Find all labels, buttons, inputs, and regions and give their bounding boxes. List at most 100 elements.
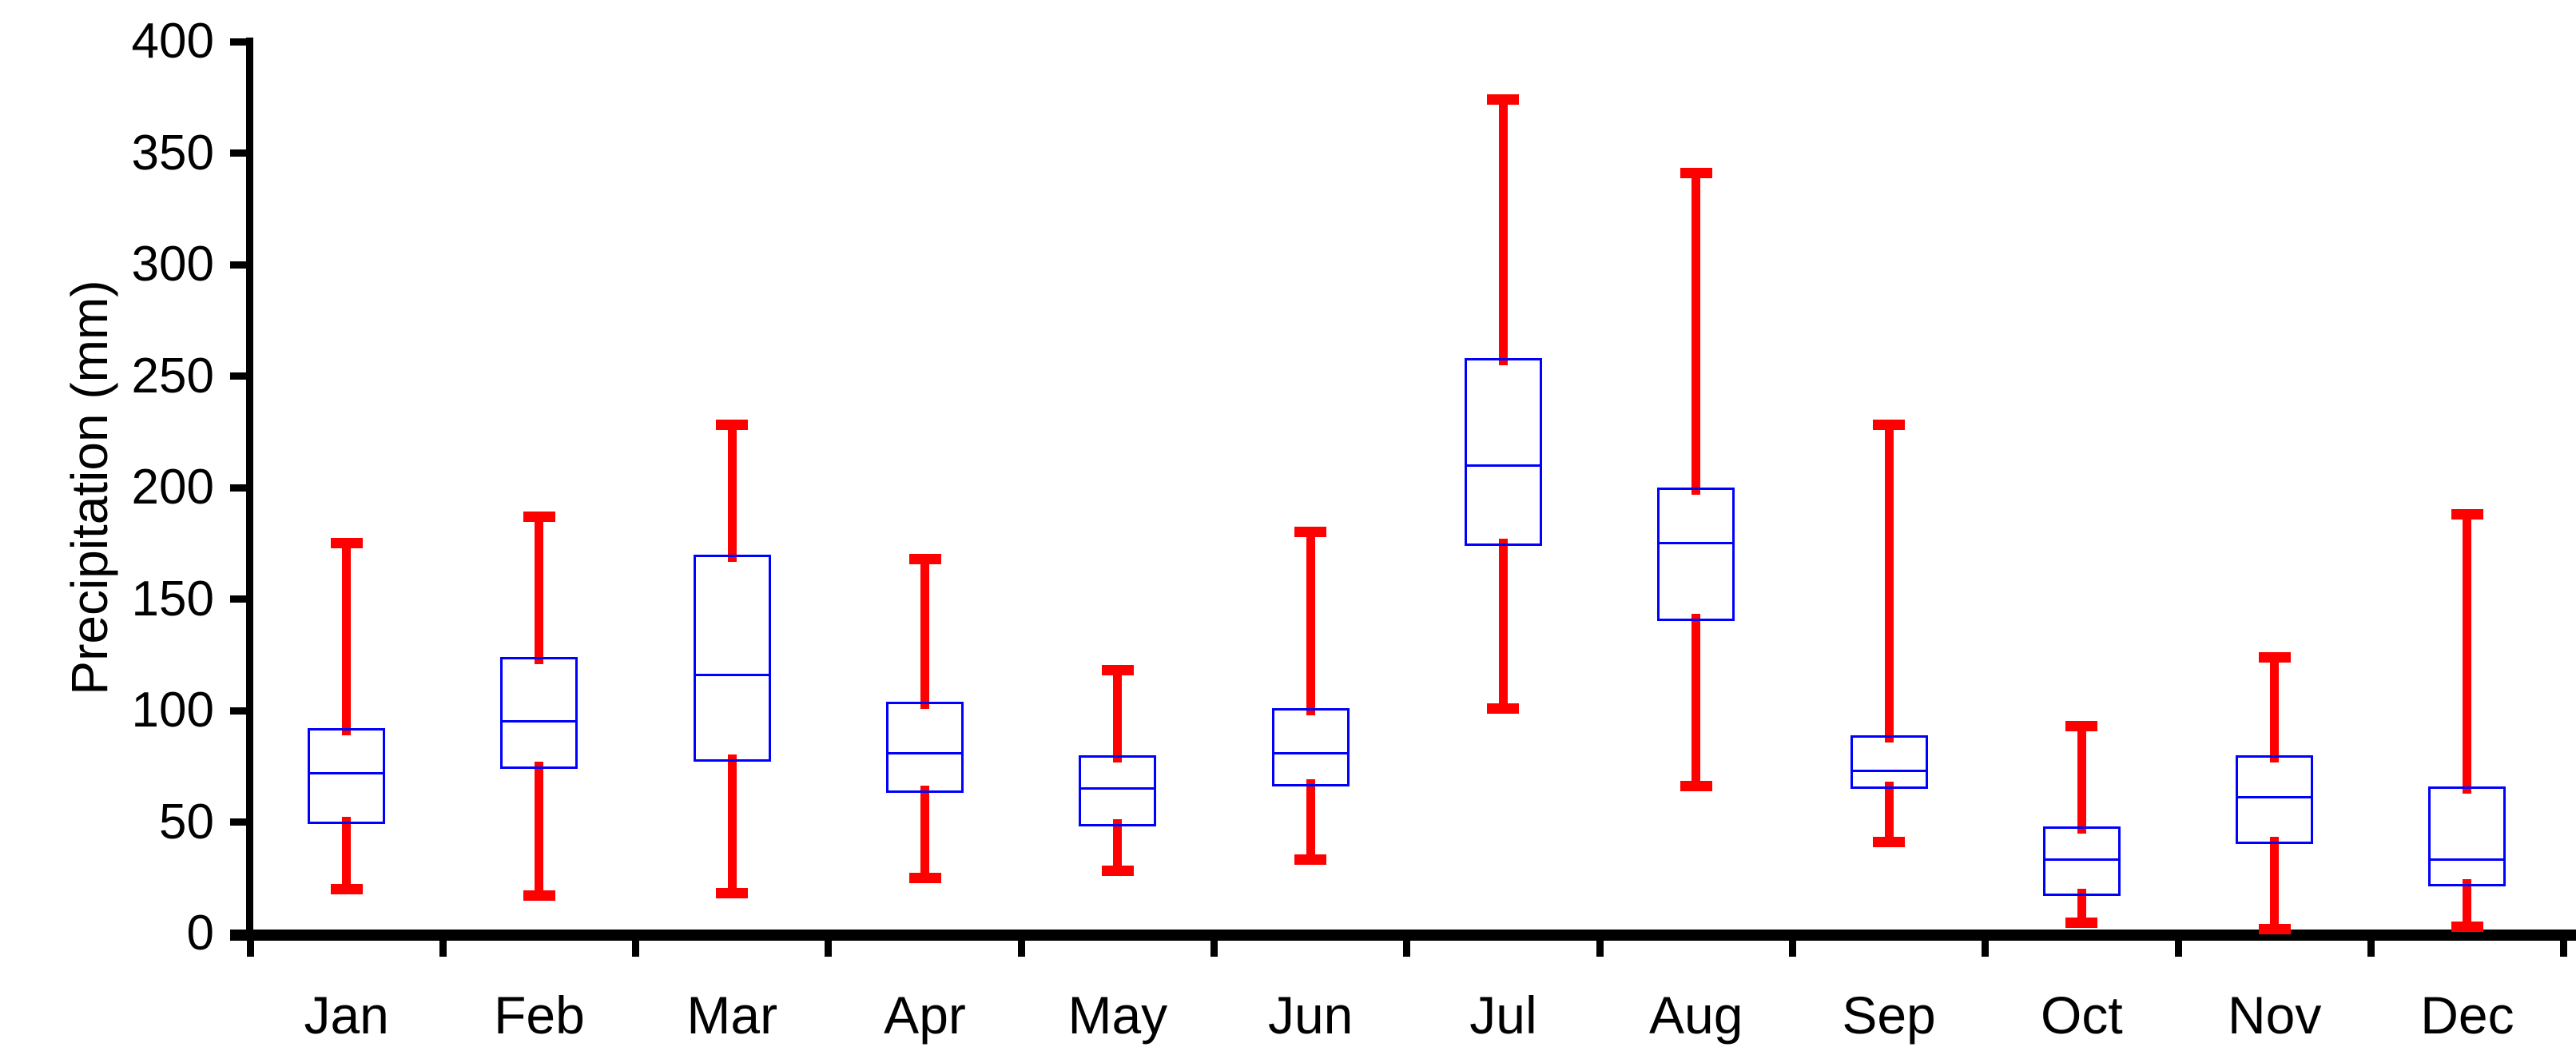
iqr-box: [886, 701, 964, 794]
y-tick: [230, 930, 250, 938]
whisker-top-line: [342, 543, 352, 736]
y-tick-label: 100: [131, 683, 214, 738]
month-label: Oct: [2040, 985, 2123, 1045]
median-line: [1852, 769, 1926, 772]
whisker-cap-top: [523, 511, 555, 522]
whisker-cap-top: [1873, 420, 1906, 431]
month-label: Sep: [1842, 985, 1936, 1045]
month-label: Feb: [494, 985, 585, 1045]
whisker-cap-bottom: [1873, 837, 1906, 848]
whisker-cap-top: [716, 420, 749, 431]
x-tick: [246, 935, 254, 957]
y-tick: [230, 484, 250, 492]
whisker-top-line: [1113, 670, 1123, 762]
whisker-cap-bottom: [2065, 917, 2098, 928]
month-label: Dec: [2420, 985, 2514, 1045]
y-tick-label: 50: [159, 794, 214, 850]
whisker-cap-bottom: [1487, 703, 1520, 714]
whisker-cap-bottom: [2258, 923, 2291, 934]
iqr-box: [693, 554, 771, 762]
whisker-top-line: [1691, 173, 1701, 495]
y-tick: [230, 372, 250, 380]
y-tick: [230, 818, 250, 826]
iqr-box: [1657, 488, 1735, 622]
x-tick: [1403, 935, 1411, 957]
y-tick: [230, 261, 250, 269]
median-line: [1660, 542, 1733, 545]
whisker-cap-bottom: [716, 888, 749, 899]
whisker-top-line: [727, 424, 737, 562]
x-axis-line: [230, 930, 2576, 941]
whisker-top-line: [1306, 531, 1315, 716]
whisker-top-line: [2270, 657, 2280, 762]
month-label: Jul: [1469, 985, 1537, 1045]
y-tick: [230, 149, 250, 157]
median-line: [1466, 464, 1540, 467]
whisker-bottom-line: [342, 817, 352, 890]
iqr-box: [2236, 754, 2314, 845]
y-tick-label: 300: [131, 237, 214, 292]
y-tick-label: 150: [131, 571, 214, 627]
x-tick: [1017, 935, 1025, 957]
x-tick: [2367, 935, 2375, 957]
whisker-bottom-line: [920, 786, 930, 878]
whisker-bottom-line: [727, 754, 737, 894]
x-tick: [1982, 935, 1990, 957]
iqr-box: [308, 728, 386, 825]
x-tick: [1596, 935, 1604, 957]
month-label: Apr: [884, 985, 966, 1045]
whisker-bottom-line: [2463, 879, 2472, 927]
whisker-cap-top: [2065, 721, 2098, 732]
whisker-cap-top: [1294, 527, 1327, 538]
whisker-bottom-line: [1306, 778, 1315, 860]
whisker-cap-bottom: [330, 883, 363, 894]
month-label: May: [1067, 985, 1168, 1045]
iqr-box: [1271, 708, 1350, 786]
whisker-cap-top: [1680, 168, 1712, 179]
whisker-cap-top: [908, 553, 941, 564]
median-line: [503, 720, 576, 723]
month-label: Jan: [304, 985, 389, 1045]
whisker-bottom-line: [1691, 614, 1701, 786]
median-line: [2045, 858, 2118, 862]
median-line: [888, 751, 962, 754]
whisker-top-line: [920, 559, 930, 709]
y-tick: [230, 595, 250, 603]
y-tick-label: 0: [186, 906, 214, 961]
whisker-bottom-line: [1884, 781, 1894, 842]
whisker-cap-top: [2451, 508, 2483, 520]
whisker-bottom-line: [2270, 837, 2280, 930]
y-tick: [230, 38, 250, 46]
whisker-cap-bottom: [2451, 922, 2483, 933]
month-label: Jun: [1267, 985, 1354, 1045]
iqr-box: [2428, 786, 2506, 887]
x-tick: [1788, 935, 1796, 957]
x-tick: [1210, 935, 1218, 957]
median-line: [2431, 858, 2504, 862]
iqr-box: [1079, 754, 1157, 827]
x-tick: [825, 935, 833, 957]
whisker-cap-bottom: [1680, 781, 1712, 792]
median-line: [2238, 796, 2312, 799]
whisker-top-line: [1498, 99, 1508, 366]
median-line: [310, 771, 384, 774]
whisker-cap-bottom: [1294, 854, 1327, 866]
y-tick-label: 400: [131, 14, 214, 69]
whisker-bottom-line: [1113, 819, 1123, 871]
month-label: Mar: [686, 985, 778, 1045]
x-tick: [439, 935, 447, 957]
whisker-top-line: [1884, 424, 1894, 742]
x-tick: [2174, 935, 2182, 957]
iqr-box: [1850, 735, 1928, 789]
whisker-cap-bottom: [523, 890, 555, 902]
median-line: [1081, 787, 1155, 790]
whisker-cap-top: [1101, 665, 1134, 676]
y-tick-label: 350: [131, 125, 214, 181]
iqr-box: [500, 657, 578, 769]
whisker-top-line: [2463, 514, 2472, 794]
median-line: [695, 673, 769, 676]
y-tick-label: 200: [131, 460, 214, 515]
whisker-cap-top: [2258, 651, 2291, 663]
y-tick-label: 250: [131, 348, 214, 404]
